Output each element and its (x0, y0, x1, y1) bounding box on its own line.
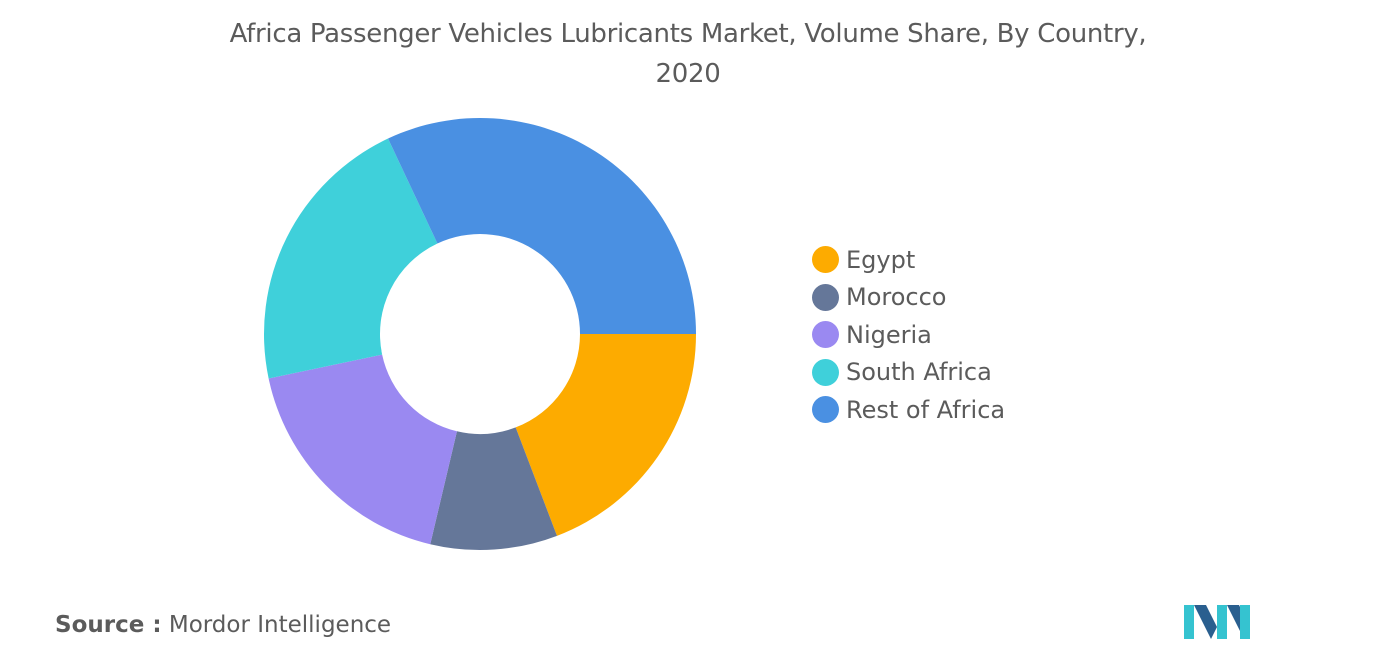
legend-label-south-africa: South Africa (846, 358, 992, 387)
legend-item-rest-of-africa: Rest of Africa (812, 391, 1005, 429)
slice-south-africa (264, 138, 438, 379)
legend-item-morocco: Morocco (812, 279, 1005, 317)
legend-item-nigeria: Nigeria (812, 316, 1005, 354)
legend-item-south-africa: South Africa (812, 354, 1005, 392)
chart-title: Africa Passenger Vehicles Lubricants Mar… (0, 14, 1376, 94)
legend-swatch-morocco (812, 283, 839, 311)
slice-nigeria (268, 354, 457, 545)
chart-legend: Egypt Morocco Nigeria South Africa Rest of A… (812, 241, 1005, 429)
legend-label-egypt: Egypt (846, 245, 916, 274)
chart-title-line-2: 2020 (655, 59, 721, 89)
legend-swatch-south-africa (812, 358, 839, 386)
slice-rest-of-africa (388, 118, 696, 334)
source-label: Source : (55, 612, 162, 638)
slice-egypt (515, 334, 696, 536)
legend-swatch-nigeria (812, 321, 839, 349)
legend-item-egypt: Egypt (812, 241, 1005, 279)
source-value: Mordor Intelligence (168, 612, 392, 638)
chart-title-line-1: Africa Passenger Vehicles Lubricants Mar… (229, 19, 1147, 49)
legend-label-nigeria: Nigeria (846, 320, 932, 349)
mordor-intelligence-logo-icon (1184, 605, 1250, 639)
slice-morocco (430, 427, 557, 550)
source-note: Source : Mordor Intelligence (55, 612, 391, 638)
legend-label-rest-of-africa: Rest of Africa (846, 395, 1006, 424)
legend-swatch-rest-of-africa (812, 396, 839, 424)
legend-swatch-egypt (812, 246, 839, 274)
legend-label-morocco: Morocco (846, 283, 947, 312)
